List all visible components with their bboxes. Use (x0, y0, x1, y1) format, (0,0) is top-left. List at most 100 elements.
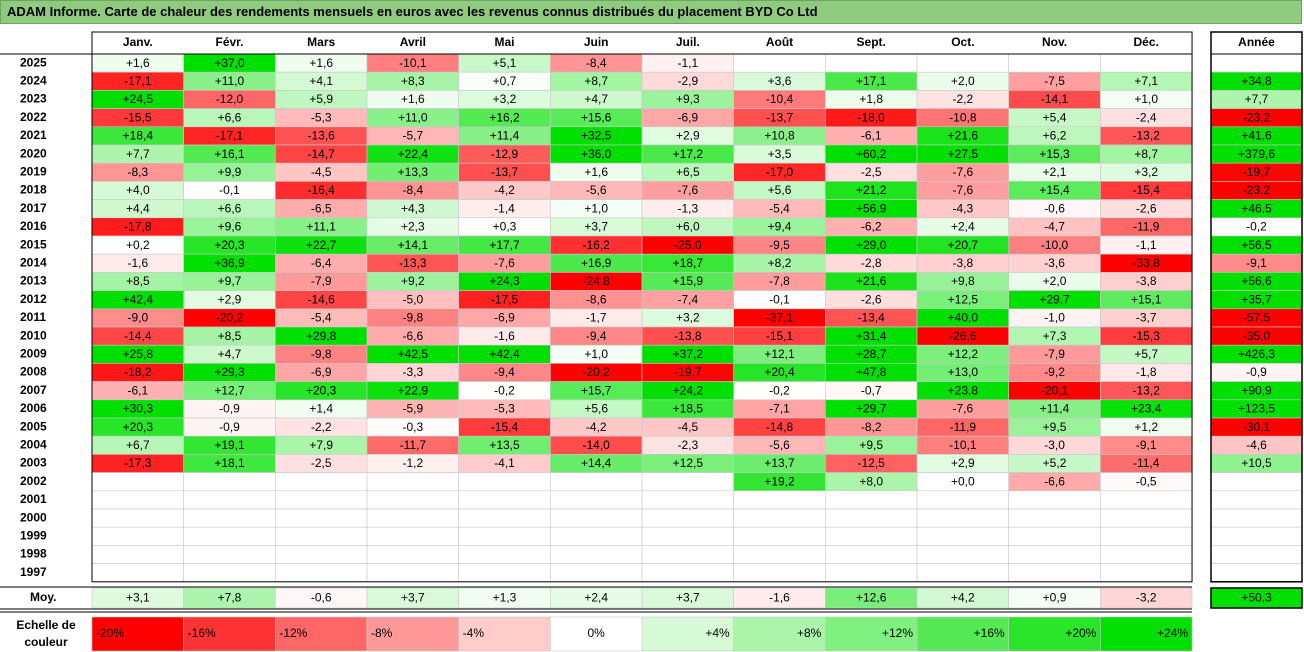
month-header: Oct. (951, 35, 974, 49)
cell-value: +6,2 (1043, 129, 1067, 143)
heatmap-cell (733, 490, 826, 510)
scale-value: +24% (1157, 626, 1188, 640)
cell-value: -7,6 (678, 183, 699, 197)
cell-value: +16,1 (214, 147, 245, 161)
cell-value: +20,4 (764, 365, 795, 379)
cell-value: -13,7 (766, 110, 794, 124)
cell-value: +22,9 (398, 383, 429, 397)
heatmap-cell (183, 563, 276, 583)
cell-value: +9,3 (676, 92, 700, 106)
cell-value: -9,4 (586, 329, 607, 343)
cell-value: +15,3 (1039, 147, 1070, 161)
cell-value: +29,0 (856, 238, 887, 252)
cell-value: +1,8 (859, 92, 883, 106)
year-label: 2011 (20, 310, 46, 324)
cell-value: +18,4 (123, 129, 154, 143)
heatmap-cell (183, 508, 276, 528)
annual-value: +56,5 (1241, 238, 1272, 252)
cell-value: +8,0 (859, 474, 883, 488)
cell-value: -10,8 (949, 110, 977, 124)
cell-value: -2,2 (311, 420, 332, 434)
cell-value: +6,6 (218, 201, 242, 215)
annual-value: -23,2 (1243, 183, 1271, 197)
cell-value: -2,4 (1136, 110, 1157, 124)
annual-value: +426,3 (1238, 347, 1275, 361)
cell-value: +37,2 (673, 347, 704, 361)
cell-value: +20,7 (948, 238, 979, 252)
cell-value: -10,0 (1041, 238, 1069, 252)
heatmap-cell (366, 508, 459, 528)
cell-value: +12,1 (764, 347, 795, 361)
annual-column-border (1210, 31, 1303, 583)
year-label: 2018 (20, 183, 47, 197)
cell-value: +25,8 (123, 347, 154, 361)
heatmap-cell (550, 526, 643, 546)
annual-value: +41,6 (1241, 129, 1272, 143)
scale-label: couleur (24, 635, 68, 649)
annual-value: +56,6 (1241, 274, 1272, 288)
cell-value: +8,2 (768, 256, 792, 270)
scale-value: -4% (463, 626, 485, 640)
cell-value: +40,0 (948, 311, 979, 325)
cell-value: -0,1 (769, 292, 790, 306)
cell-value: +4,7 (584, 92, 608, 106)
year-label: 2019 (20, 164, 47, 178)
year-label: 2014 (20, 255, 47, 269)
cell-value: -11,9 (950, 420, 977, 434)
cell-value: -5,0 (403, 292, 424, 306)
cell-value: -0,5 (1136, 474, 1157, 488)
cell-value: +36,9 (214, 256, 245, 270)
scale-swatch (275, 616, 368, 652)
cell-value: -13,4 (858, 311, 886, 325)
cell-value: -7,6 (953, 183, 974, 197)
cell-value: +19,2 (764, 474, 795, 488)
cell-value: +2,4 (951, 220, 975, 234)
cell-value: +14,1 (398, 238, 429, 252)
heatmap-cell (916, 563, 1010, 583)
cell-value: +2,3 (401, 220, 425, 234)
cell-value: -3,0 (1044, 438, 1065, 452)
heatmap-cell (1100, 508, 1193, 528)
cell-value: -14,0 (583, 438, 611, 452)
cell-value: +42,4 (123, 292, 154, 306)
average-value: +2,4 (584, 591, 608, 605)
annual-cell (1210, 545, 1303, 564)
cell-value: -1,4 (494, 201, 515, 215)
cell-value: -10,1 (399, 56, 427, 70)
cell-value: +9,2 (401, 274, 425, 288)
year-label: 2013 (20, 274, 47, 288)
heatmap-cell (733, 53, 826, 73)
scale-swatch (366, 616, 459, 652)
year-label: 2003 (20, 456, 47, 470)
cell-value: -7,9 (311, 274, 332, 288)
cell-value: +4,1 (309, 74, 333, 88)
month-grid-border (91, 31, 1193, 583)
cell-value: -0,9 (219, 420, 240, 434)
cell-value: +9,5 (1043, 420, 1067, 434)
cell-value: +9,6 (218, 220, 242, 234)
cell-value: +17,1 (856, 74, 887, 88)
cell-value: +17,7 (489, 238, 520, 252)
cell-value: +7,1 (1134, 74, 1158, 88)
cell-value: +5,2 (1043, 456, 1067, 470)
annual-cell (1210, 508, 1303, 528)
cell-value: +11,4 (490, 129, 520, 143)
cell-value: +16,2 (489, 110, 520, 124)
heatmap-cell (1008, 526, 1101, 546)
cell-value: -4,7 (1044, 220, 1065, 234)
heatmap-cell (275, 526, 368, 546)
cell-value: -17,8 (124, 220, 152, 234)
cell-value: +13,7 (764, 456, 795, 470)
cell-value: +6,7 (126, 438, 150, 452)
heatmap-cell (91, 526, 184, 546)
cell-value: -14,7 (307, 147, 335, 161)
heatmap-cell (458, 545, 551, 564)
cell-value: +8,5 (126, 274, 150, 288)
cell-value: +2,9 (218, 292, 242, 306)
heatmap-cell (91, 490, 184, 510)
average-value: +3,1 (126, 591, 150, 605)
cell-value: +19,1 (214, 438, 245, 452)
average-annual-value: +50,3 (1241, 591, 1272, 605)
cell-value: +10,8 (764, 129, 795, 143)
year-label: 2024 (20, 73, 47, 87)
